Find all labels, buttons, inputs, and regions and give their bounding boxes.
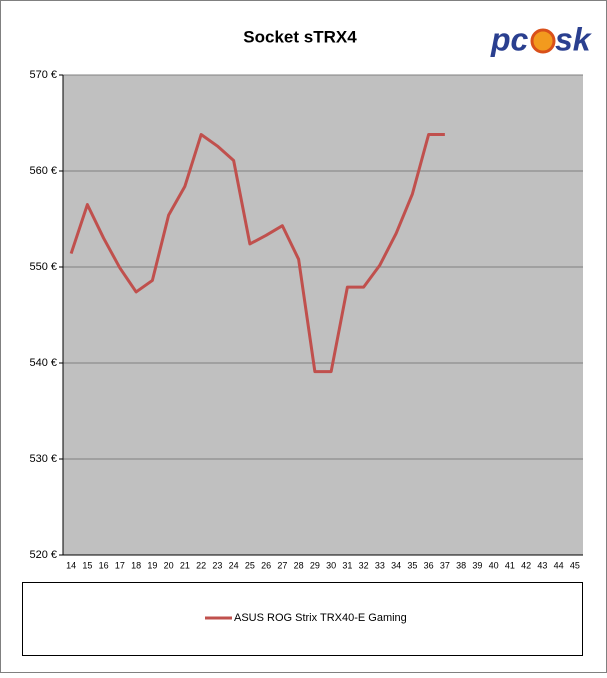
y-tick-label: 540 € bbox=[29, 357, 57, 369]
x-tick-label: 23 bbox=[212, 560, 222, 570]
x-tick-label: 42 bbox=[521, 560, 531, 570]
x-tick-label: 24 bbox=[229, 560, 239, 570]
x-tick-label: 34 bbox=[391, 560, 401, 570]
x-tick-label: 26 bbox=[261, 560, 271, 570]
y-tick-label: 550 € bbox=[29, 261, 57, 273]
x-tick-label: 38 bbox=[456, 560, 466, 570]
legend-box bbox=[22, 582, 583, 656]
x-tick-label: 32 bbox=[359, 560, 369, 570]
chart-title: Socket sTRX4 bbox=[243, 27, 357, 46]
plot-area bbox=[63, 75, 583, 555]
x-tick-label: 16 bbox=[99, 560, 109, 570]
x-tick-label: 44 bbox=[554, 560, 564, 570]
x-tick-label: 43 bbox=[537, 560, 547, 570]
x-tick-label: 40 bbox=[489, 560, 499, 570]
x-tick-label: 29 bbox=[310, 560, 320, 570]
x-tick-label: 14 bbox=[66, 560, 76, 570]
x-tick-label: 37 bbox=[440, 560, 450, 570]
x-tick-label: 21 bbox=[180, 560, 190, 570]
x-tick-label: 22 bbox=[196, 560, 206, 570]
logo-text: pc bbox=[490, 21, 529, 57]
logo: pc sk bbox=[490, 21, 593, 57]
x-tick-label: 18 bbox=[131, 560, 141, 570]
x-tick-label: 27 bbox=[277, 560, 287, 570]
x-tick-label: 17 bbox=[115, 560, 125, 570]
x-tick-label: 41 bbox=[505, 560, 515, 570]
x-tick-label: 36 bbox=[424, 560, 434, 570]
y-tick-label: 560 € bbox=[29, 165, 57, 177]
x-tick-label: 33 bbox=[375, 560, 385, 570]
x-tick-label: 19 bbox=[147, 560, 157, 570]
logo-flame bbox=[530, 28, 556, 54]
x-tick-label: 28 bbox=[294, 560, 304, 570]
legend-label: ASUS ROG Strix TRX40-E Gaming bbox=[234, 612, 407, 624]
x-tick-label: 39 bbox=[472, 560, 482, 570]
y-tick-label: 530 € bbox=[29, 453, 57, 465]
logo-text: sk bbox=[555, 21, 593, 57]
y-tick-label: 520 € bbox=[29, 549, 57, 561]
x-tick-label: 35 bbox=[407, 560, 417, 570]
x-tick-label: 45 bbox=[570, 560, 580, 570]
x-tick-label: 20 bbox=[164, 560, 174, 570]
y-tick-label: 570 € bbox=[29, 69, 57, 81]
x-tick-label: 30 bbox=[326, 560, 336, 570]
x-tick-label: 31 bbox=[342, 560, 352, 570]
x-tick-label: 15 bbox=[82, 560, 92, 570]
x-tick-label: 25 bbox=[245, 560, 255, 570]
series-line bbox=[69, 133, 445, 374]
